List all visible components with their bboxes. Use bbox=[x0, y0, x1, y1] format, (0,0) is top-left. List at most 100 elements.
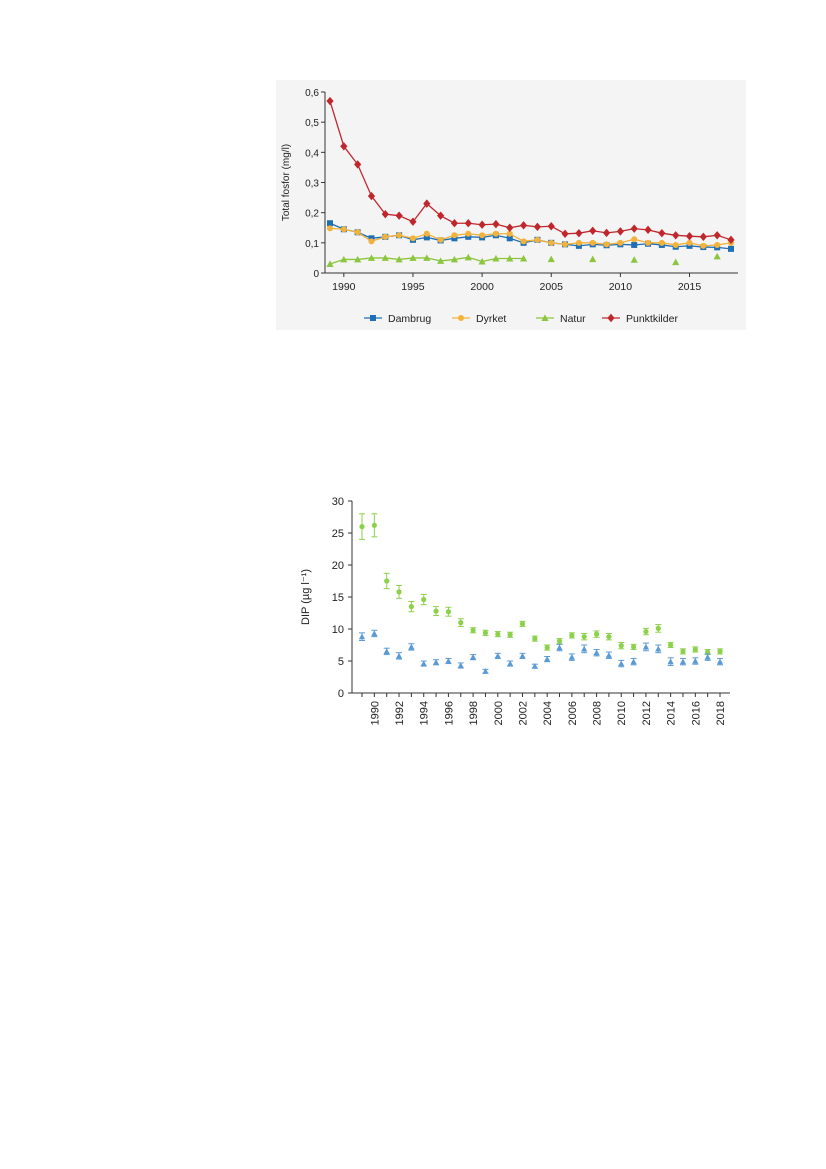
point-punktkilder bbox=[533, 222, 542, 232]
series-line-punktkilder bbox=[329, 100, 732, 241]
point-punktkilder bbox=[602, 228, 611, 238]
x-tick-label: 2010 bbox=[616, 701, 628, 725]
point-dyrket bbox=[520, 238, 527, 245]
point-series-2 bbox=[445, 657, 452, 664]
y-tick-label: 15 bbox=[332, 592, 344, 604]
point-series-2 bbox=[395, 652, 403, 659]
point-series-1 bbox=[655, 625, 661, 631]
x-tick-label: 2000 bbox=[470, 281, 494, 293]
legend-marker-punktkilder bbox=[607, 313, 615, 323]
x-tick-label: 1990 bbox=[332, 281, 356, 293]
y-axis-label: Total fosfor (mg/l) bbox=[281, 144, 292, 221]
point-dyrket bbox=[327, 225, 333, 232]
point-punktkilder bbox=[616, 227, 624, 236]
point-dyrket bbox=[562, 241, 569, 248]
x-tick-label: 1990 bbox=[369, 701, 381, 725]
point-series-2 bbox=[704, 654, 711, 660]
point-series-2 bbox=[692, 657, 699, 664]
point-dambrug bbox=[575, 242, 582, 249]
point-punktkilder bbox=[713, 231, 721, 240]
x-tick-label: 2012 bbox=[641, 701, 653, 725]
point-series-2 bbox=[605, 652, 613, 658]
point-natur bbox=[395, 255, 403, 263]
point-dambrug bbox=[686, 242, 693, 249]
point-punktkilder bbox=[450, 219, 459, 228]
point-series-2 bbox=[581, 645, 588, 652]
y-tick-label: 0,2 bbox=[305, 209, 319, 220]
point-dyrket bbox=[672, 241, 679, 248]
y-tick-label: 30 bbox=[332, 496, 344, 508]
point-dyrket bbox=[492, 230, 499, 237]
y-tick-label: 0,5 bbox=[305, 118, 319, 129]
point-series-2 bbox=[457, 662, 464, 669]
point-dyrket bbox=[465, 230, 472, 237]
point-series-1 bbox=[507, 632, 513, 638]
point-dyrket bbox=[451, 232, 458, 239]
point-punktkilder bbox=[658, 228, 666, 238]
y-tick-label: 20 bbox=[332, 560, 344, 572]
point-series-1 bbox=[408, 604, 414, 610]
point-natur bbox=[381, 254, 389, 261]
point-dyrket bbox=[658, 239, 665, 246]
x-tick-label: 1996 bbox=[443, 701, 455, 725]
point-natur bbox=[672, 258, 680, 266]
point-series-1 bbox=[581, 634, 587, 640]
x-tick-label: 2010 bbox=[609, 281, 633, 293]
y-tick-label: 0 bbox=[313, 269, 319, 280]
point-dyrket bbox=[354, 229, 361, 236]
point-natur bbox=[478, 257, 486, 265]
point-dambrug bbox=[728, 245, 734, 252]
legend-label-punktkilder: Punktkilder bbox=[626, 313, 678, 325]
point-natur bbox=[589, 255, 597, 263]
x-tick-label: 2018 bbox=[715, 701, 727, 725]
point-series-2 bbox=[679, 658, 687, 665]
point-punktkilder bbox=[492, 219, 500, 229]
point-punktkilder bbox=[547, 222, 555, 231]
point-series-2 bbox=[482, 668, 489, 674]
x-tick-label: 2005 bbox=[540, 281, 564, 293]
point-punktkilder bbox=[644, 225, 652, 235]
point-series-2 bbox=[519, 652, 526, 659]
point-natur bbox=[464, 253, 472, 261]
point-natur bbox=[354, 255, 362, 263]
point-natur bbox=[506, 254, 514, 262]
point-series-1 bbox=[544, 644, 550, 651]
point-dyrket bbox=[575, 239, 582, 246]
x-tick-label: 2002 bbox=[517, 701, 529, 725]
point-punktkilder bbox=[699, 232, 707, 241]
legend-label-natur: Natur bbox=[560, 313, 586, 325]
point-punktkilder bbox=[727, 235, 735, 245]
y-axis-label: DIP (µg l⁻¹) bbox=[300, 569, 312, 625]
x-tick-label: 2000 bbox=[493, 701, 505, 725]
point-punktkilder bbox=[672, 231, 680, 240]
point-dyrket bbox=[437, 236, 444, 243]
point-natur bbox=[340, 255, 348, 263]
point-dambrug bbox=[465, 233, 472, 240]
point-series-1 bbox=[668, 642, 674, 648]
point-series-1 bbox=[593, 631, 600, 637]
x-tick-label: 1992 bbox=[394, 701, 406, 725]
x-tick-label: 2014 bbox=[666, 701, 678, 725]
y-tick-label: 0 bbox=[338, 688, 344, 700]
point-dyrket bbox=[548, 239, 555, 246]
point-natur bbox=[423, 254, 431, 261]
point-series-2 bbox=[371, 630, 378, 637]
point-dyrket bbox=[714, 241, 721, 248]
point-series-2 bbox=[568, 654, 575, 660]
chart-total-phosphorus-svg: 0 0,1 0,2 0,3 0,4 0,5 0,6 1990 1995 2000 2005 2010 2… bbox=[281, 88, 738, 325]
y-tick-label: 0,6 bbox=[305, 88, 319, 99]
point-dyrket bbox=[479, 232, 486, 239]
point-punktkilder bbox=[367, 191, 376, 201]
point-series-1 bbox=[396, 589, 402, 595]
point-series-2 bbox=[531, 663, 538, 669]
legend-label-dyrket: Dyrket bbox=[476, 313, 506, 325]
point-series-2 bbox=[544, 655, 551, 662]
point-series-2 bbox=[420, 660, 427, 667]
x-tick-label: 2015 bbox=[678, 281, 702, 293]
point-dyrket bbox=[700, 242, 707, 249]
point-series-2 bbox=[642, 643, 650, 650]
point-natur bbox=[547, 255, 555, 263]
point-series-1 bbox=[717, 648, 723, 654]
chart-dip-svg: 0 5 10 15 20 25 30 1990 1992 1994 1996 1998 2000 2002… bbox=[300, 496, 730, 725]
point-series-1 bbox=[692, 646, 698, 653]
